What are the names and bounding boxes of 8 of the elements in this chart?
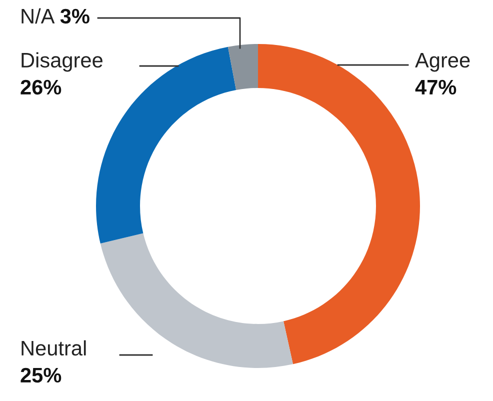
- slice-label: Agree: [415, 53, 470, 72]
- data-label: 3%: [60, 8, 90, 24]
- data-label: 47%: [415, 80, 456, 95]
- data-label: 25%: [20, 368, 62, 383]
- slice-label: Disagree: [22, 52, 102, 72]
- slice-label: N/A: [22, 8, 55, 24]
- slice-label: Neutral: [22, 340, 86, 356]
- data-label: 26%: [20, 80, 62, 95]
